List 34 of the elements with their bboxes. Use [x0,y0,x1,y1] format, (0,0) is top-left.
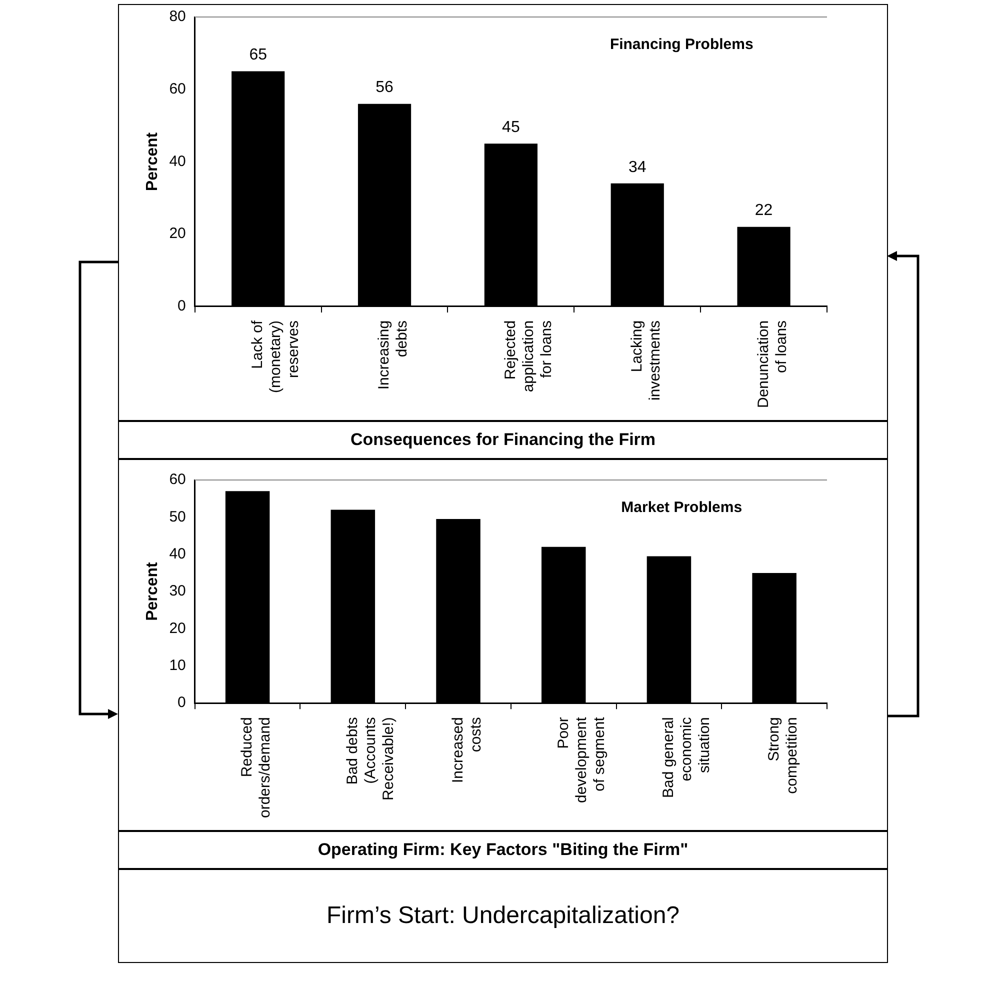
text: Financing Problems [610,36,754,54]
y-tick-label: 60 [169,471,186,488]
x-tick-label: Reduced orders/demand [238,717,274,818]
y-axis-title: Percent [144,132,162,192]
x-tick-label: Bad general economic situation [660,716,714,798]
text: Operating Firm: Key Factors "Biting the Firm" [318,840,688,860]
x-tick-label: Poor development of segment [554,716,608,804]
y-tick-label: 0 [178,694,186,712]
y-tick-label: 40 [169,152,186,170]
text: Consequences for Financing the Firm [350,430,656,450]
data-label: 22 [754,202,773,220]
y-tick-label: 30 [169,582,186,600]
y-axis-title: Percent [144,562,162,621]
text: Market Problems [621,499,742,516]
y-tick-label: 80 [169,8,186,26]
text: Firm’s Start: Undercapitalization? [326,902,680,930]
y-tick-label: 10 [169,657,186,674]
y-tick-label: 20 [169,225,186,242]
data-label: 65 [249,46,268,64]
y-tick-label: 50 [169,508,186,526]
y-tick-label: 40 [169,546,186,563]
x-tick-label: Lacking investments [628,320,664,400]
y-tick-label: 60 [169,80,186,98]
x-tick-label: Increasing debts [376,320,411,390]
data-label: 56 [376,79,394,96]
data-label: 45 [502,119,520,136]
x-tick-label: Lack of (monetary) reserves [249,320,302,393]
y-tick-label: 0 [178,298,186,315]
x-tick-label: Denunciation of loans [754,320,790,408]
x-tick-label: Rejected application for loans [502,320,556,392]
y-tick-label: 20 [169,620,186,637]
x-tick-label: Increased costs [449,717,484,783]
x-tick-label: Bad debts (Accounts Receivable!) [344,717,398,800]
data-label: 34 [628,158,646,176]
